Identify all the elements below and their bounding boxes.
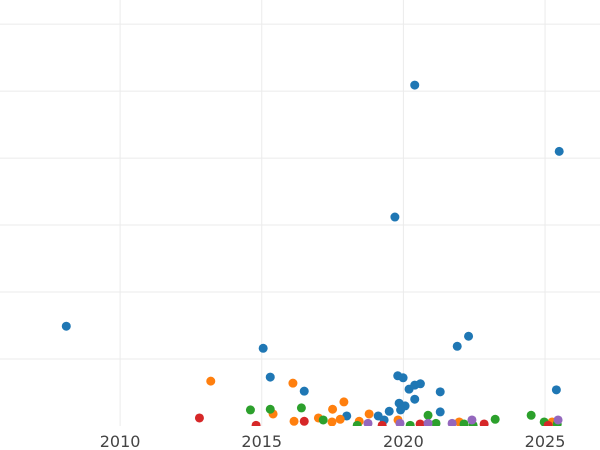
data-point-blue	[415, 379, 425, 389]
data-point-blue	[435, 387, 445, 397]
data-point-orange	[364, 409, 374, 419]
data-point-orange	[289, 416, 299, 426]
x-tick-label: 2020	[383, 432, 424, 450]
data-point-blue	[384, 406, 394, 416]
x-tick-label: 2025	[525, 432, 566, 450]
grid	[0, 0, 600, 426]
data-point-orange	[339, 397, 349, 407]
x-tick-labels: 2010 2015 2020 2025	[100, 432, 566, 450]
data-point-blue	[396, 405, 406, 415]
data-point-green	[405, 420, 415, 426]
data-point-green	[431, 418, 441, 426]
data-point-red	[194, 413, 204, 423]
data-point-purple	[467, 415, 477, 425]
data-point-green	[245, 405, 255, 415]
data-point-green	[490, 414, 500, 424]
data-point-green	[459, 419, 469, 426]
x-tick-label: 2015	[241, 432, 282, 450]
data-point-green	[423, 410, 433, 420]
data-point-blue	[435, 407, 445, 417]
x-tick-label: 2010	[100, 432, 141, 450]
data-point-blue	[258, 343, 268, 353]
data-point-blue	[410, 394, 420, 404]
data-point-blue	[299, 386, 309, 396]
data-point-red	[251, 420, 261, 426]
data-point-blue	[554, 146, 564, 156]
data-point-blue	[410, 80, 420, 90]
data-point-red	[479, 419, 489, 426]
data-point-blue	[390, 212, 400, 222]
data-point-blue	[265, 372, 275, 382]
data-point-purple	[423, 418, 433, 426]
data-point-red	[415, 419, 425, 426]
data-point-blue	[398, 373, 408, 383]
data-point-purple	[363, 418, 373, 426]
data-point-blue	[551, 385, 561, 395]
data-point-blue	[464, 331, 474, 341]
data-point-red	[377, 420, 387, 426]
data-point-orange	[328, 404, 338, 414]
data-point-orange	[335, 414, 345, 424]
data-point-blue	[452, 341, 462, 351]
data-point-green	[296, 403, 306, 413]
data-point-green	[265, 404, 275, 414]
data-point-green	[318, 415, 328, 425]
data-point-green	[526, 410, 536, 420]
data-point-blue	[61, 321, 71, 331]
data-points	[61, 80, 564, 426]
data-point-orange	[327, 417, 337, 426]
data-point-purple	[447, 418, 457, 426]
data-point-purple	[395, 418, 405, 426]
data-point-red	[299, 416, 309, 426]
data-point-orange	[288, 378, 298, 388]
data-point-orange	[206, 376, 216, 386]
data-point-red	[543, 420, 553, 426]
data-point-purple	[553, 415, 563, 425]
data-point-green	[352, 420, 362, 426]
